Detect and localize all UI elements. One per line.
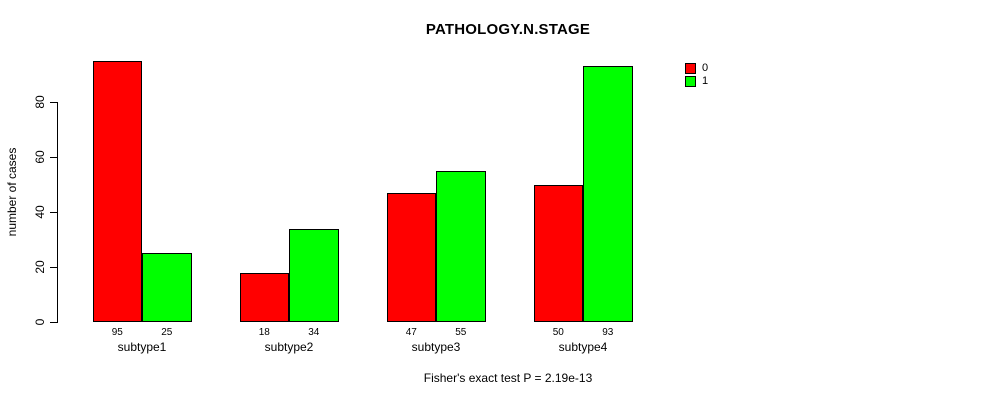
y-axis-line xyxy=(57,102,58,323)
y-tick-label: 0 xyxy=(33,318,47,326)
bar-subtype3-series1 xyxy=(436,170,486,322)
y-tick-label: 40 xyxy=(33,205,47,219)
bar-subtype4-series0 xyxy=(533,184,583,322)
bar-subtype1-series0 xyxy=(92,60,142,322)
legend-item-0: 0 xyxy=(685,63,708,74)
bar-subtype4-series1 xyxy=(583,66,633,322)
bar-value-label: 18 xyxy=(258,327,270,338)
fisher-test-annotation: Fisher's exact test P = 2.19e-13 xyxy=(423,371,593,385)
bar-value-label: 50 xyxy=(552,327,564,338)
bar-subtype1-series1 xyxy=(142,253,192,322)
legend-label-0: 0 xyxy=(702,62,709,74)
y-tick-label: 20 xyxy=(33,260,47,274)
bar-value-label: 25 xyxy=(161,327,173,338)
legend-swatch-0 xyxy=(685,63,696,74)
category-label-subtype2: subtype2 xyxy=(264,340,314,354)
y-axis-label: number of cases xyxy=(5,147,19,237)
category-label-subtype4: subtype4 xyxy=(558,340,608,354)
y-tick xyxy=(50,321,57,323)
y-tick xyxy=(50,101,57,103)
bar-value-label: 55 xyxy=(455,327,467,338)
bar-value-label: 95 xyxy=(111,327,123,338)
legend-swatch-1 xyxy=(685,76,696,87)
category-label-subtype3: subtype3 xyxy=(411,340,461,354)
bar-value-label: 34 xyxy=(308,327,320,338)
y-tick-label: 80 xyxy=(33,95,47,109)
chart-title: PATHOLOGY.N.STAGE xyxy=(425,21,591,38)
bar-value-label: 47 xyxy=(405,327,417,338)
bar-subtype2-series0 xyxy=(239,272,289,322)
bar-value-label: 93 xyxy=(602,327,614,338)
y-tick xyxy=(50,211,57,213)
y-tick xyxy=(50,156,57,158)
y-tick-label: 60 xyxy=(33,150,47,164)
category-label-subtype1: subtype1 xyxy=(117,340,167,354)
legend-label-1: 1 xyxy=(702,75,709,87)
bar-subtype3-series0 xyxy=(386,192,436,322)
bar-subtype2-series1 xyxy=(289,228,339,322)
y-tick xyxy=(50,266,57,268)
legend-item-1: 1 xyxy=(685,76,708,87)
